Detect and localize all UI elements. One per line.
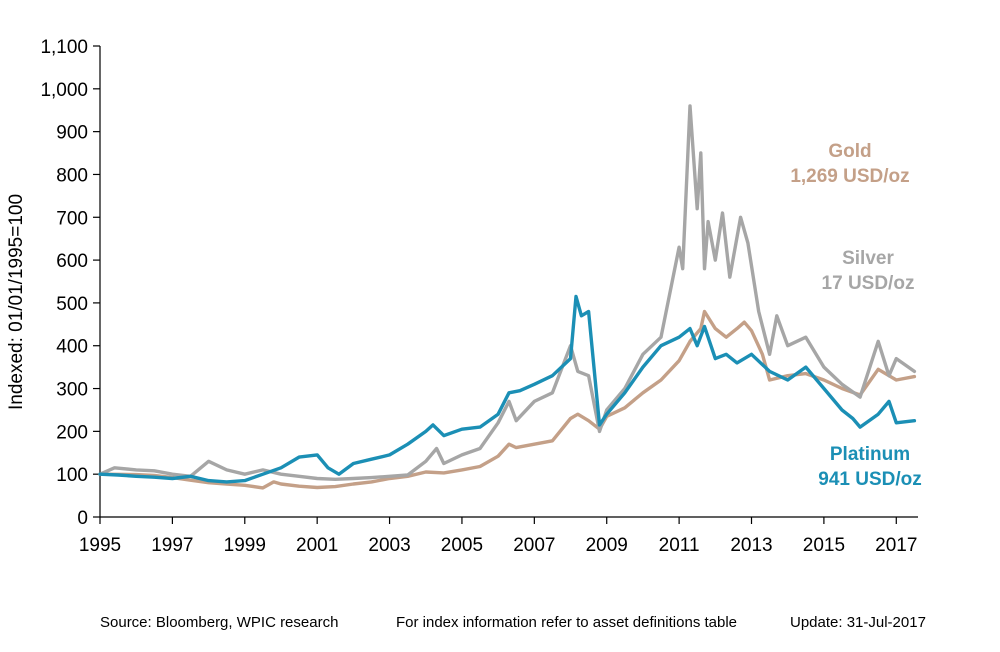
- y-tick-label: 600: [56, 251, 88, 272]
- series-label-silver: 17 USD/oz: [822, 273, 915, 294]
- series-line-gold: [98, 309, 917, 490]
- x-tick-label: 2003: [368, 535, 410, 556]
- y-tick-label: 400: [56, 337, 88, 358]
- y-tick-label: 700: [56, 208, 88, 229]
- y-tick-label: 100: [56, 465, 88, 486]
- x-tick-label: 2015: [803, 535, 845, 556]
- series-label-gold: 1,269 USD/oz: [790, 166, 909, 187]
- y-tick-label: 300: [56, 380, 88, 401]
- x-tick-label: 2007: [513, 535, 555, 556]
- series-line-silver: [98, 104, 917, 481]
- x-tick-label: 1999: [224, 535, 266, 556]
- series-lines: [98, 104, 917, 490]
- y-tick-label: 800: [56, 165, 88, 186]
- series-label-gold: Gold: [828, 141, 871, 162]
- series-line-platinum: [98, 294, 917, 484]
- x-tick-label: 2011: [659, 535, 700, 556]
- y-tick-label: 500: [56, 294, 88, 315]
- x-tick-label: 2005: [441, 535, 483, 556]
- series-labels: Gold 1,269 USD/oz Silver 17 USD/oz Platinum 9…: [790, 141, 921, 490]
- x-axis-ticks: 1995 1997 1999 2001 2003 2005 2007 2009 2011 2013…: [79, 517, 917, 556]
- x-tick-label: 1997: [151, 535, 193, 556]
- y-tick-label: 200: [56, 422, 88, 443]
- y-tick-label: 1,000: [40, 80, 88, 101]
- x-tick-label: 2013: [730, 535, 772, 556]
- x-tick-label: 2009: [586, 535, 628, 556]
- index-info-note: For index information refer to asset def…: [396, 614, 738, 631]
- y-tick-label: 1,100: [40, 37, 88, 58]
- y-tick-label: 900: [56, 123, 88, 144]
- update-date: Update: 31-Jul-2017: [790, 614, 926, 631]
- source-note: Source: Bloomberg, WPIC research: [100, 614, 339, 631]
- series-label-silver: Silver: [842, 248, 894, 269]
- y-axis-title: Indexed: 01/01/1995=100: [6, 194, 27, 410]
- series-label-platinum: Platinum: [830, 444, 910, 465]
- x-tick-label: 2017: [875, 535, 917, 556]
- x-tick-label: 1995: [79, 535, 121, 556]
- series-label-platinum: 941 USD/oz: [818, 469, 921, 490]
- y-tick-label: 0: [77, 508, 88, 529]
- y-axis-ticks: 0 100 200 300 400 500 600 700 800 900 1,000 1,100: [40, 37, 100, 529]
- x-tick-label: 2001: [296, 535, 338, 556]
